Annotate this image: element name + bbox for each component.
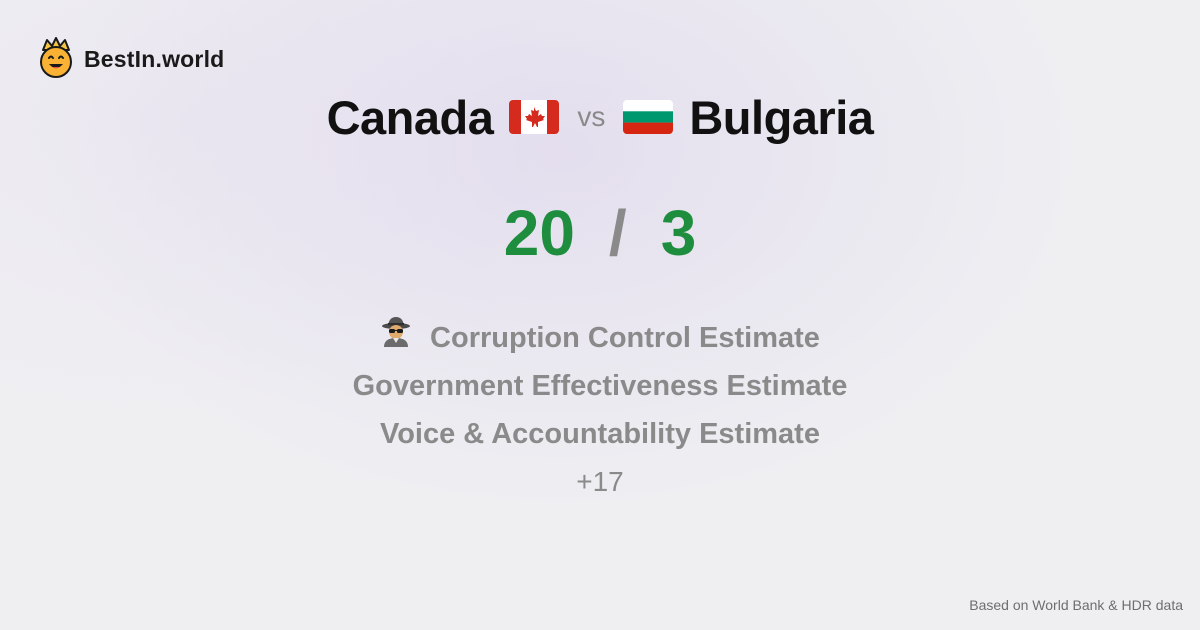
bulgaria-flag-icon xyxy=(623,100,674,134)
score-separator: / xyxy=(608,197,627,269)
metrics-list: Corruption Control Estimate Government E… xyxy=(0,314,1200,506)
score: 20 / 3 xyxy=(0,196,1200,270)
country-b-name[interactable]: Bulgaria xyxy=(689,90,874,144)
data-source-note: Based on World Bank & HDR data xyxy=(969,597,1183,613)
metric-item-government-effectiveness[interactable]: Government Effectiveness Estimate xyxy=(353,362,848,410)
brand[interactable]: BestIn.world xyxy=(38,36,224,83)
vs-label: vs xyxy=(577,101,606,132)
spy-icon xyxy=(380,314,412,362)
canada-flag-icon xyxy=(509,100,560,134)
metric-item-voice-accountability[interactable]: Voice & Accountability Estimate xyxy=(380,410,820,458)
score-country-a: 20 xyxy=(503,197,575,269)
country-a-name[interactable]: Canada xyxy=(326,90,494,144)
metric-label: Voice & Accountability Estimate xyxy=(380,418,820,450)
metric-label: Government Effectiveness Estimate xyxy=(352,370,848,402)
score-country-b: 3 xyxy=(660,197,697,269)
metric-label: Corruption Control Estimate xyxy=(430,322,820,354)
brand-name: BestIn.world xyxy=(84,46,225,72)
comparison-title: Canada vs Bulgaria xyxy=(0,86,1200,148)
more-metrics-count[interactable]: +17 xyxy=(576,466,624,497)
crowned-smiley-icon xyxy=(38,36,74,83)
metric-item-corruption-control[interactable]: Corruption Control Estimate xyxy=(380,314,820,362)
